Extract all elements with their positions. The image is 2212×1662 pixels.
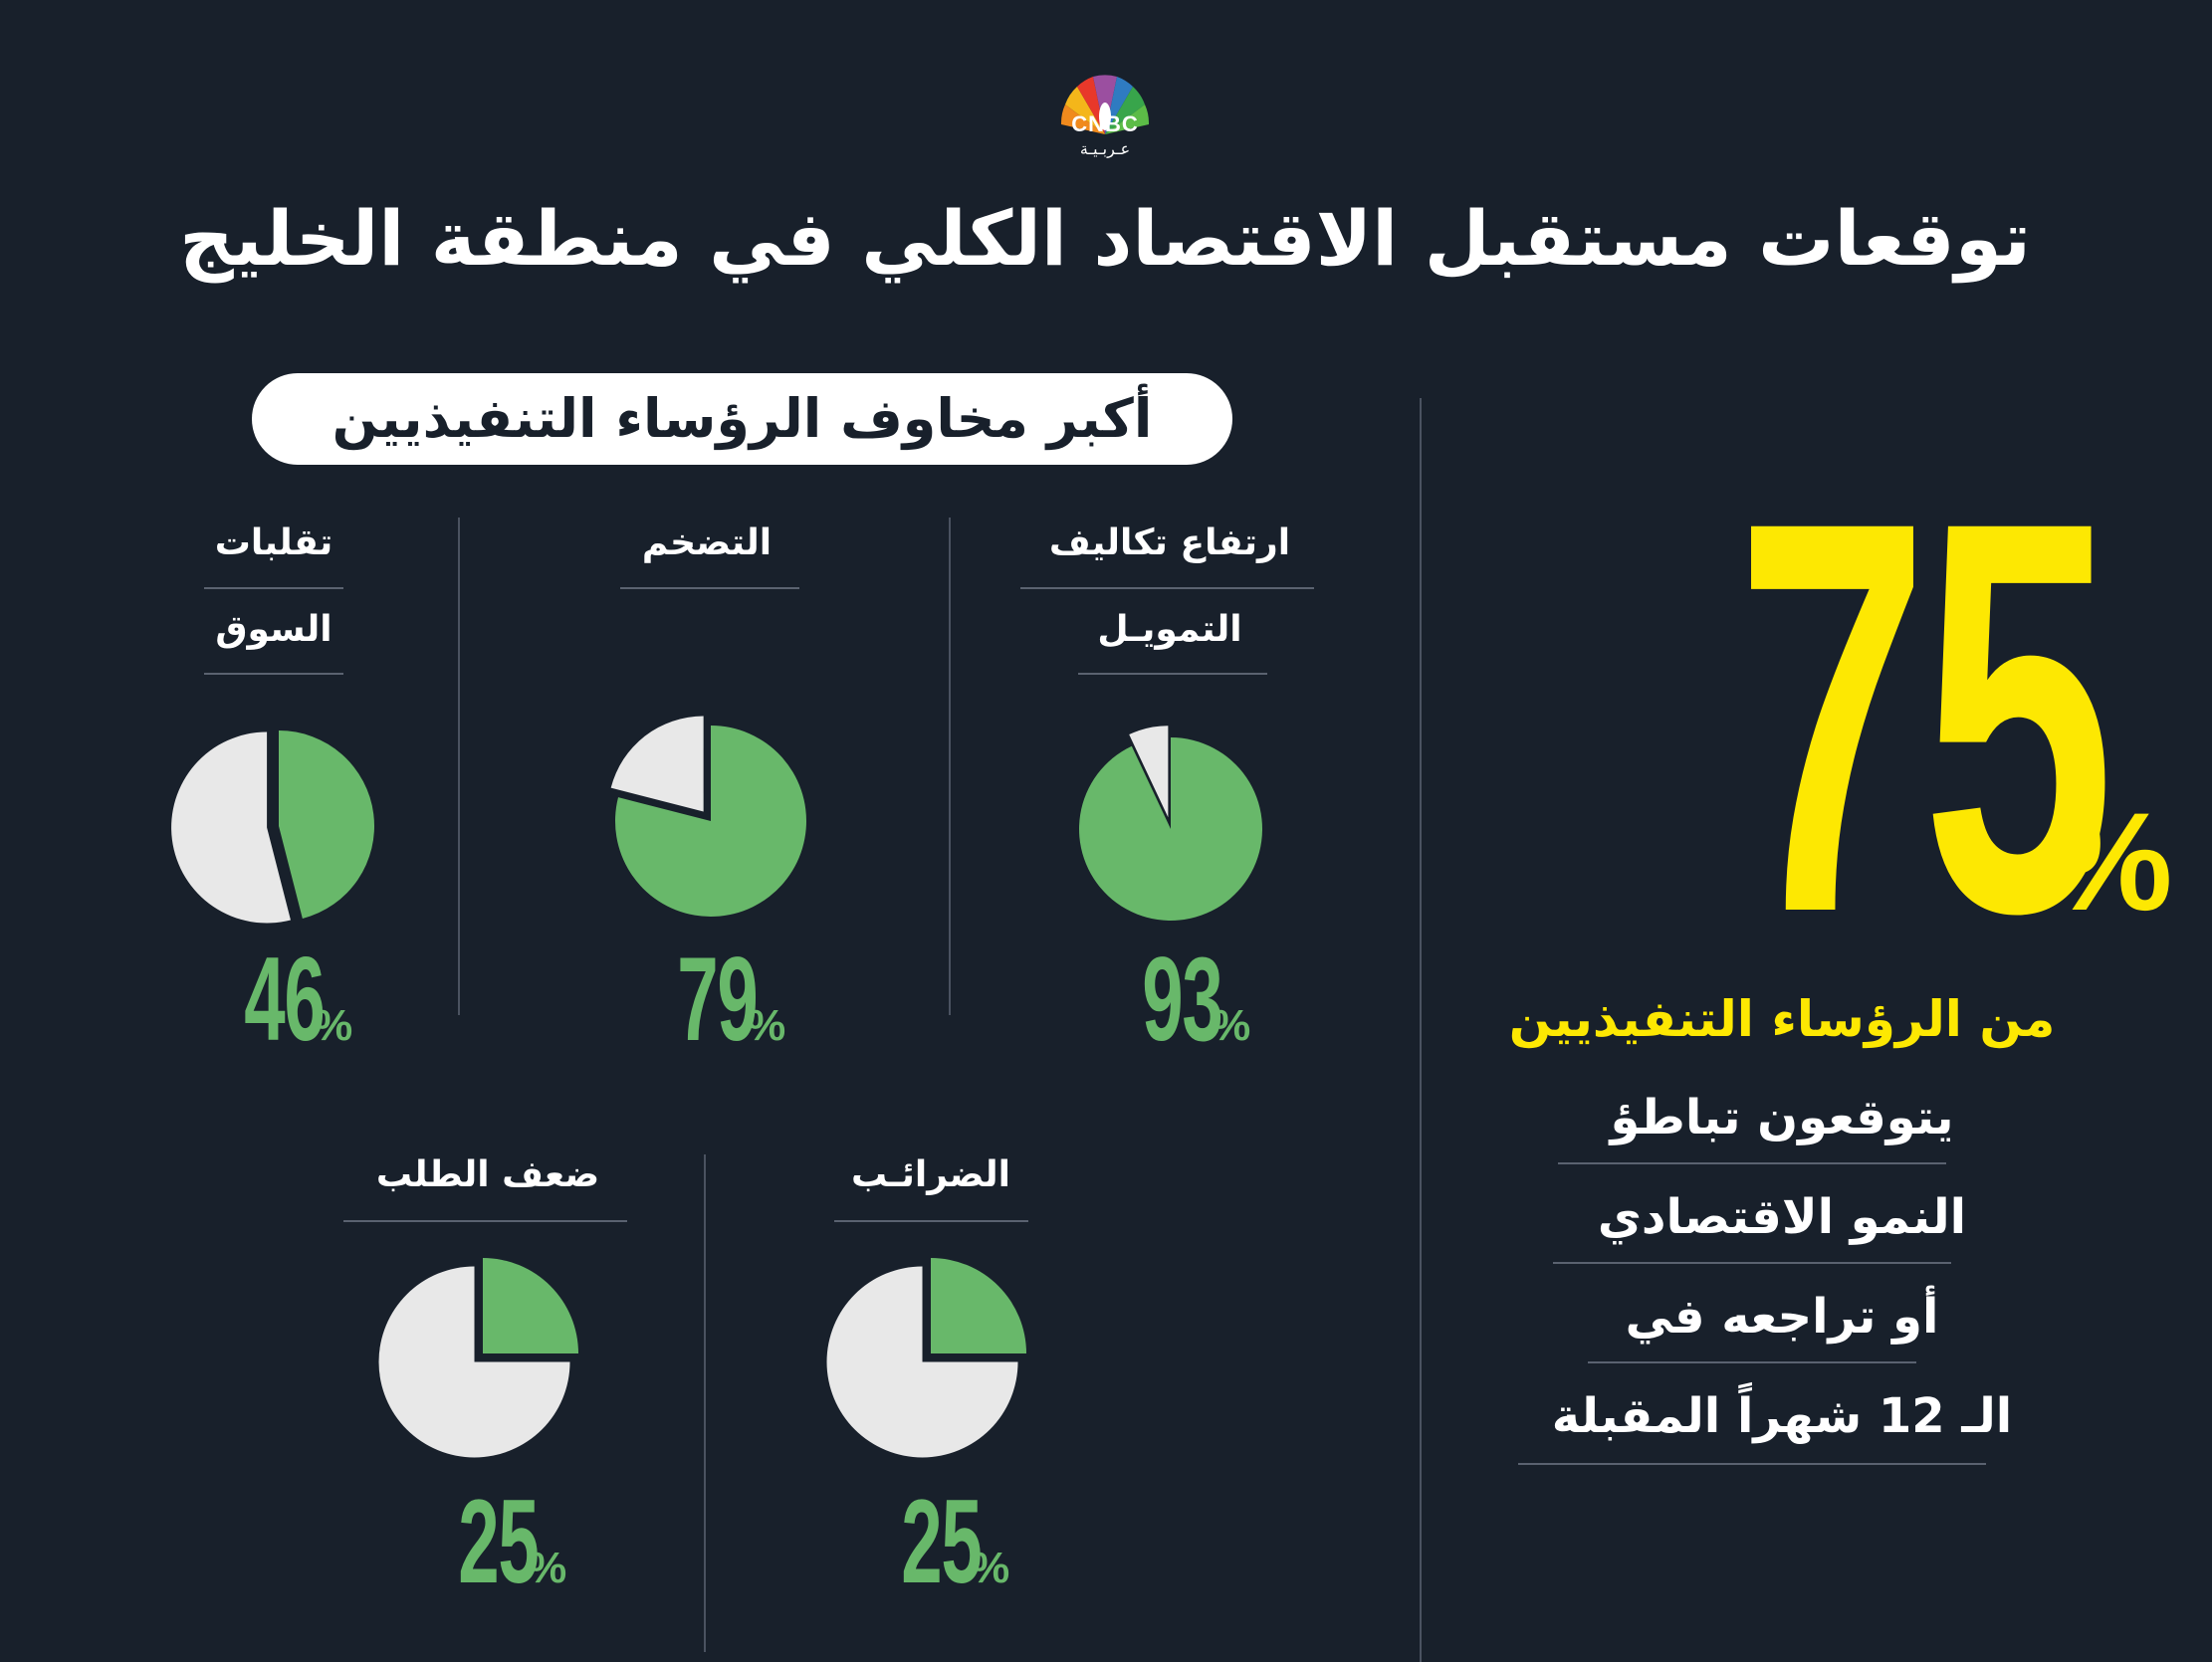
pie-market-volatility <box>171 730 375 924</box>
value-text: 25 <box>457 1475 540 1608</box>
pie-value-slice <box>615 726 806 917</box>
divider-right-panel <box>1420 398 1422 1662</box>
value-text: 46 <box>243 933 326 1066</box>
value-text: 93 <box>1141 933 1223 1066</box>
pie-weak-demand <box>378 1258 578 1458</box>
label-underline <box>834 1220 1028 1222</box>
headline-underline <box>1588 1361 1916 1363</box>
percent-sign: % <box>528 1544 567 1592</box>
percent-sign: % <box>747 1001 786 1050</box>
percent-taxes: 25% <box>781 1473 1080 1610</box>
percent-sign: % <box>971 1544 1010 1592</box>
label-underline <box>1020 587 1314 589</box>
label-financing-costs-line2: التمويـل <box>1097 609 1242 650</box>
headline-percent: 75% <box>1508 438 2172 995</box>
pie-taxes <box>826 1258 1026 1458</box>
label-inflation: التضخم <box>641 522 773 563</box>
page-title: توقعات مستقبل الاقتصاد الكلي في منطقة ال… <box>179 194 2031 283</box>
pie-remainder-slice <box>826 1266 1018 1458</box>
headline-line-4: أو تراجعه في <box>1625 1289 1939 1345</box>
value-text: 79 <box>676 933 759 1066</box>
pie-value-slice <box>279 730 375 919</box>
percent-market-volatility: 46% <box>124 931 423 1068</box>
headline-underline <box>1553 1262 1951 1264</box>
pie-remainder-slice <box>1129 726 1169 818</box>
logo-subtitle: عـربـيـة <box>1079 139 1131 158</box>
label-underline <box>204 673 343 675</box>
label-market-volatility-line1: تقلبات <box>214 522 333 563</box>
percent-sign: % <box>1212 1001 1251 1050</box>
divider-col-1 <box>949 518 951 1015</box>
percent-weak-demand: 25% <box>338 1473 637 1610</box>
headline-line-2: يتوقعون تباطؤ <box>1610 1090 1954 1145</box>
headline-underline <box>1518 1463 1986 1465</box>
percent-financing-costs: 93% <box>1022 931 1321 1068</box>
pie-value-slice <box>483 1258 578 1353</box>
label-underline <box>204 587 343 589</box>
pie-remainder-slice <box>610 716 704 812</box>
label-taxes: الضرائـب <box>851 1154 1010 1195</box>
headline-subject: من الرؤساء التنفيذيين <box>1508 990 2056 1048</box>
cnbc-peacock-logo <box>1060 75 1150 134</box>
label-underline <box>1078 673 1267 675</box>
concerns-heading: أكبر مخاوف الرؤساء التنفيذيين <box>252 373 1232 465</box>
logo-wordmark: CNBC <box>1071 111 1139 136</box>
headline-percent-sign: % <box>2048 783 2173 939</box>
label-market-volatility-line2: السوق <box>215 609 332 650</box>
pie-value-slice <box>931 1258 1026 1353</box>
divider-bottom <box>704 1154 706 1652</box>
label-weak-demand: ضعف الطلب <box>375 1154 600 1195</box>
pie-financing-costs <box>1079 726 1262 921</box>
pie-remainder-slice <box>171 731 291 924</box>
label-underline <box>343 1220 627 1222</box>
headline-line-5: الـ 12 شهراً المقبلة <box>1551 1388 2013 1444</box>
headline-value: 75 <box>1736 405 2114 1028</box>
pie-remainder-slice <box>378 1266 570 1458</box>
pie-value-slice <box>1079 737 1262 921</box>
value-text: 25 <box>900 1475 983 1608</box>
pie-inflation <box>610 716 806 917</box>
headline-underline <box>1558 1162 1946 1164</box>
divider-col-2 <box>458 518 460 1015</box>
percent-inflation: 79% <box>557 931 856 1068</box>
label-underline <box>620 587 799 589</box>
percent-sign: % <box>314 1001 353 1050</box>
label-financing-costs-line1: ارتفاع تكاليف <box>1048 522 1291 563</box>
headline-line-3: النمو الاقتصادي <box>1597 1189 1967 1245</box>
